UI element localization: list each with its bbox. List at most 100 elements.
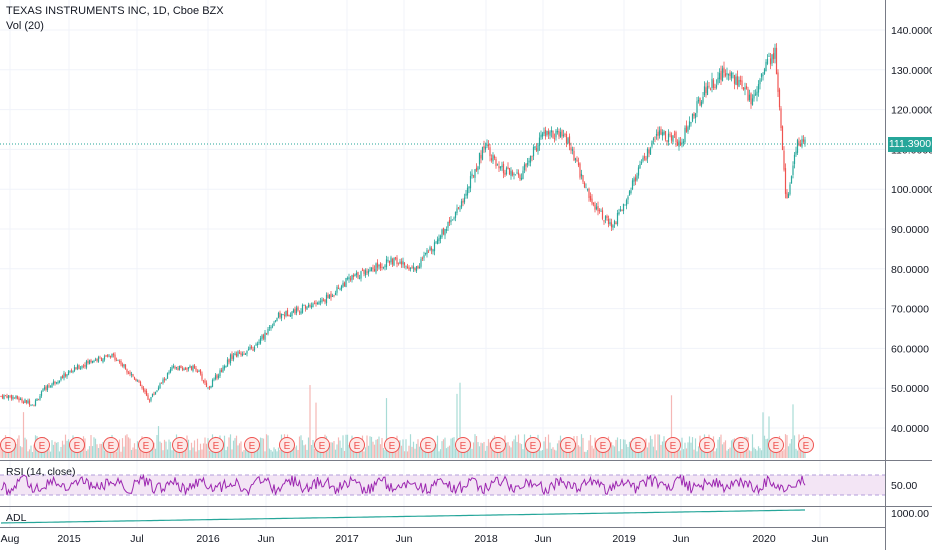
candle-body [664, 131, 667, 140]
volume-bar [772, 450, 775, 458]
volume-bar [321, 449, 323, 458]
earnings-marker[interactable]: E [208, 437, 224, 453]
volume-bar [768, 416, 770, 458]
volume-bar [756, 450, 758, 458]
candle-body [90, 360, 92, 363]
volume-bar [363, 451, 365, 458]
earnings-marker[interactable]: E [103, 437, 119, 453]
volume-bar [549, 442, 551, 458]
candle-body [234, 353, 236, 356]
volume-bar [409, 434, 412, 458]
volume-bar [162, 450, 164, 458]
candle-body [51, 383, 53, 388]
earnings-marker[interactable]: E [69, 437, 85, 453]
volume-bar [498, 448, 500, 458]
volume-bar [550, 448, 553, 458]
volume-bar [753, 447, 755, 458]
candle-body [292, 309, 295, 313]
candle-body [37, 399, 40, 401]
candle-body [612, 225, 614, 228]
candle-body [499, 166, 502, 169]
volume-bar [475, 436, 478, 458]
volume-bar [144, 451, 146, 458]
candle-body [171, 367, 173, 370]
volume-bar [19, 446, 22, 458]
volume-bar [241, 451, 244, 458]
earnings-marker[interactable]: E [768, 437, 784, 453]
y-tick-label: 140.0000 [891, 25, 932, 37]
candle-body [537, 145, 539, 152]
earnings-marker[interactable]: E [665, 437, 681, 453]
candle-body [696, 101, 698, 113]
candle-body [645, 158, 647, 161]
candle-body [52, 381, 55, 385]
candle-body [390, 257, 392, 263]
volume-bar [157, 426, 160, 458]
candle-body [231, 353, 233, 359]
earnings-marker[interactable]: E [384, 437, 400, 453]
candle-body [501, 165, 503, 168]
candle-body [729, 72, 731, 77]
candle-body [165, 378, 167, 380]
earnings-marker[interactable]: E [525, 437, 541, 453]
earnings-marker[interactable]: E [244, 437, 260, 453]
candle-body [111, 354, 113, 358]
earnings-marker[interactable]: E [630, 437, 646, 453]
volume-bar [676, 446, 679, 458]
earnings-marker-circle [699, 437, 715, 453]
earnings-marker[interactable]: E [490, 437, 506, 453]
volume-bar [373, 444, 376, 458]
volume-bar [367, 445, 370, 458]
earnings-marker[interactable]: E [798, 437, 814, 453]
volume-bar [139, 449, 142, 458]
candle-body [198, 370, 200, 372]
candle-body [468, 186, 470, 189]
volume-bar [562, 450, 565, 458]
earnings-marker[interactable]: E [314, 437, 330, 453]
volume-bar [63, 444, 65, 458]
volume-bar [265, 434, 268, 458]
earnings-marker[interactable]: E [349, 437, 365, 453]
candle-body [477, 166, 479, 171]
candle-body [534, 146, 536, 149]
earnings-marker[interactable]: E [595, 437, 611, 453]
candle-body [751, 98, 754, 106]
candle-body [172, 365, 175, 368]
volume-bars [0, 382, 806, 458]
earnings-marker[interactable]: E [279, 437, 295, 453]
volume-bar [505, 442, 508, 458]
candle-body [229, 354, 232, 364]
volume-bar [622, 439, 625, 458]
volume-bar [465, 450, 467, 458]
earnings-marker[interactable]: E [138, 437, 154, 453]
candle-body [627, 196, 629, 200]
volume-bar [222, 445, 224, 458]
volume-bar [481, 443, 484, 458]
volume-bar [610, 442, 613, 458]
volume-bar [553, 449, 556, 458]
candle-body [552, 131, 554, 138]
earnings-marker[interactable]: E [699, 437, 715, 453]
candle-body [621, 209, 623, 211]
volume-bar [705, 448, 707, 458]
candle-body [217, 375, 220, 378]
candle-body [760, 73, 763, 78]
volume-bar [385, 398, 388, 458]
volume-bar [18, 435, 20, 458]
earnings-marker[interactable]: E [560, 437, 576, 453]
candle-body [142, 387, 145, 391]
earnings-marker[interactable]: E [455, 437, 471, 453]
volume-bar [25, 439, 28, 458]
earnings-marker[interactable]: E [34, 437, 50, 453]
earnings-marker[interactable]: E [0, 437, 16, 453]
earnings-marker-circle [349, 437, 365, 453]
earnings-marker[interactable]: E [420, 437, 436, 453]
earnings-marker[interactable]: E [733, 437, 749, 453]
earnings-marker[interactable]: E [172, 437, 188, 453]
candle-body [268, 327, 271, 329]
volume-bar [552, 447, 554, 458]
candle-body [415, 266, 418, 272]
candle-body [99, 357, 101, 359]
